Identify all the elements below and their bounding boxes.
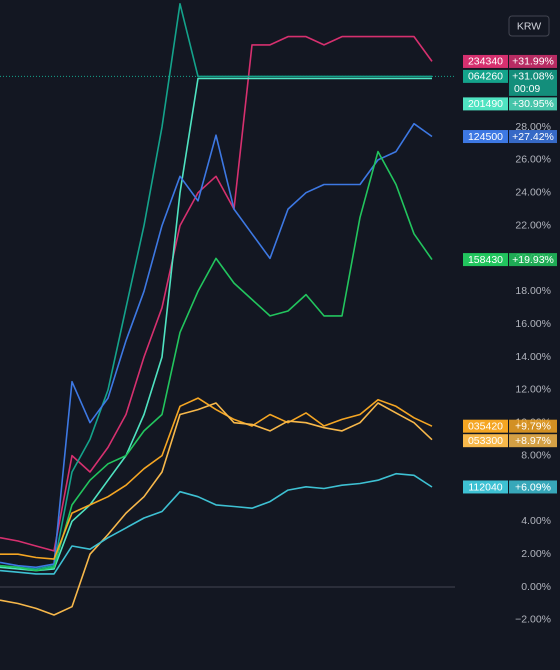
legend-entry: 112040: [468, 481, 502, 493]
legend-entry: 064260: [468, 71, 503, 83]
ticker-tag: [463, 97, 508, 111]
y-tick-label: 4.00%: [521, 515, 551, 527]
value-tag: [509, 434, 557, 448]
value-label: +19.93%: [512, 254, 554, 266]
ticker-tag: [463, 69, 508, 83]
series-line: [0, 35, 433, 552]
value-label: +31.08%: [512, 71, 554, 83]
ticker-tag: [463, 54, 508, 68]
value-label: +31.99%: [512, 56, 554, 68]
value-tag: [509, 69, 557, 96]
y-tick-label: 16.00%: [515, 318, 551, 330]
value-label: +9.79%: [515, 420, 551, 432]
y-tick-label: 12.00%: [515, 384, 551, 396]
value-label: +6.09%: [515, 481, 551, 493]
value-tag: [509, 253, 557, 267]
ticker-tag: [463, 253, 508, 267]
value-tag: [509, 419, 557, 433]
legend-entry: 234340: [468, 56, 503, 68]
value-tag: [509, 480, 557, 494]
value-tag: [509, 54, 557, 68]
y-tick-label: 8.00%: [521, 449, 551, 461]
legend-entry: 035420: [468, 420, 503, 432]
value-label: +30.95%: [512, 98, 554, 110]
y-tick-label: −2.00%: [515, 614, 551, 626]
ticker-tag: [463, 130, 508, 144]
legend-entry: 124500: [468, 131, 503, 143]
y-tick-label: 24.00%: [515, 187, 551, 199]
currency-box[interactable]: [508, 15, 550, 37]
y-tick-label: 2.00%: [521, 548, 551, 560]
value-label: +27.42%: [512, 131, 554, 143]
y-tick-label: 14.00%: [515, 351, 551, 363]
series-line: [0, 77, 432, 572]
ticker-tag: [463, 434, 508, 448]
value-label: +8.97%: [515, 435, 551, 447]
series-line: [0, 397, 433, 560]
series-line: [0, 122, 433, 569]
series-line: [0, 150, 433, 572]
countdown: 00:09: [514, 83, 540, 95]
value-tag: [509, 97, 557, 111]
series-line: [0, 402, 433, 616]
y-tick-label: 0.00%: [521, 581, 551, 593]
y-tick-label: 28.00%: [515, 121, 551, 133]
legend-entry: 201490: [468, 98, 503, 110]
series-line: [0, 472, 433, 575]
y-tick-label: 26.00%: [515, 154, 551, 166]
legend-entry: 053300: [468, 435, 503, 447]
y-tick-label: 18.00%: [515, 285, 551, 297]
ticker-tag: [463, 419, 508, 433]
value-tag: [509, 130, 557, 144]
legend-entry: 158430: [468, 254, 503, 266]
ticker-tag: [463, 480, 508, 494]
y-tick-label: 22.00%: [515, 219, 551, 231]
currency[interactable]: KRW: [517, 20, 541, 32]
